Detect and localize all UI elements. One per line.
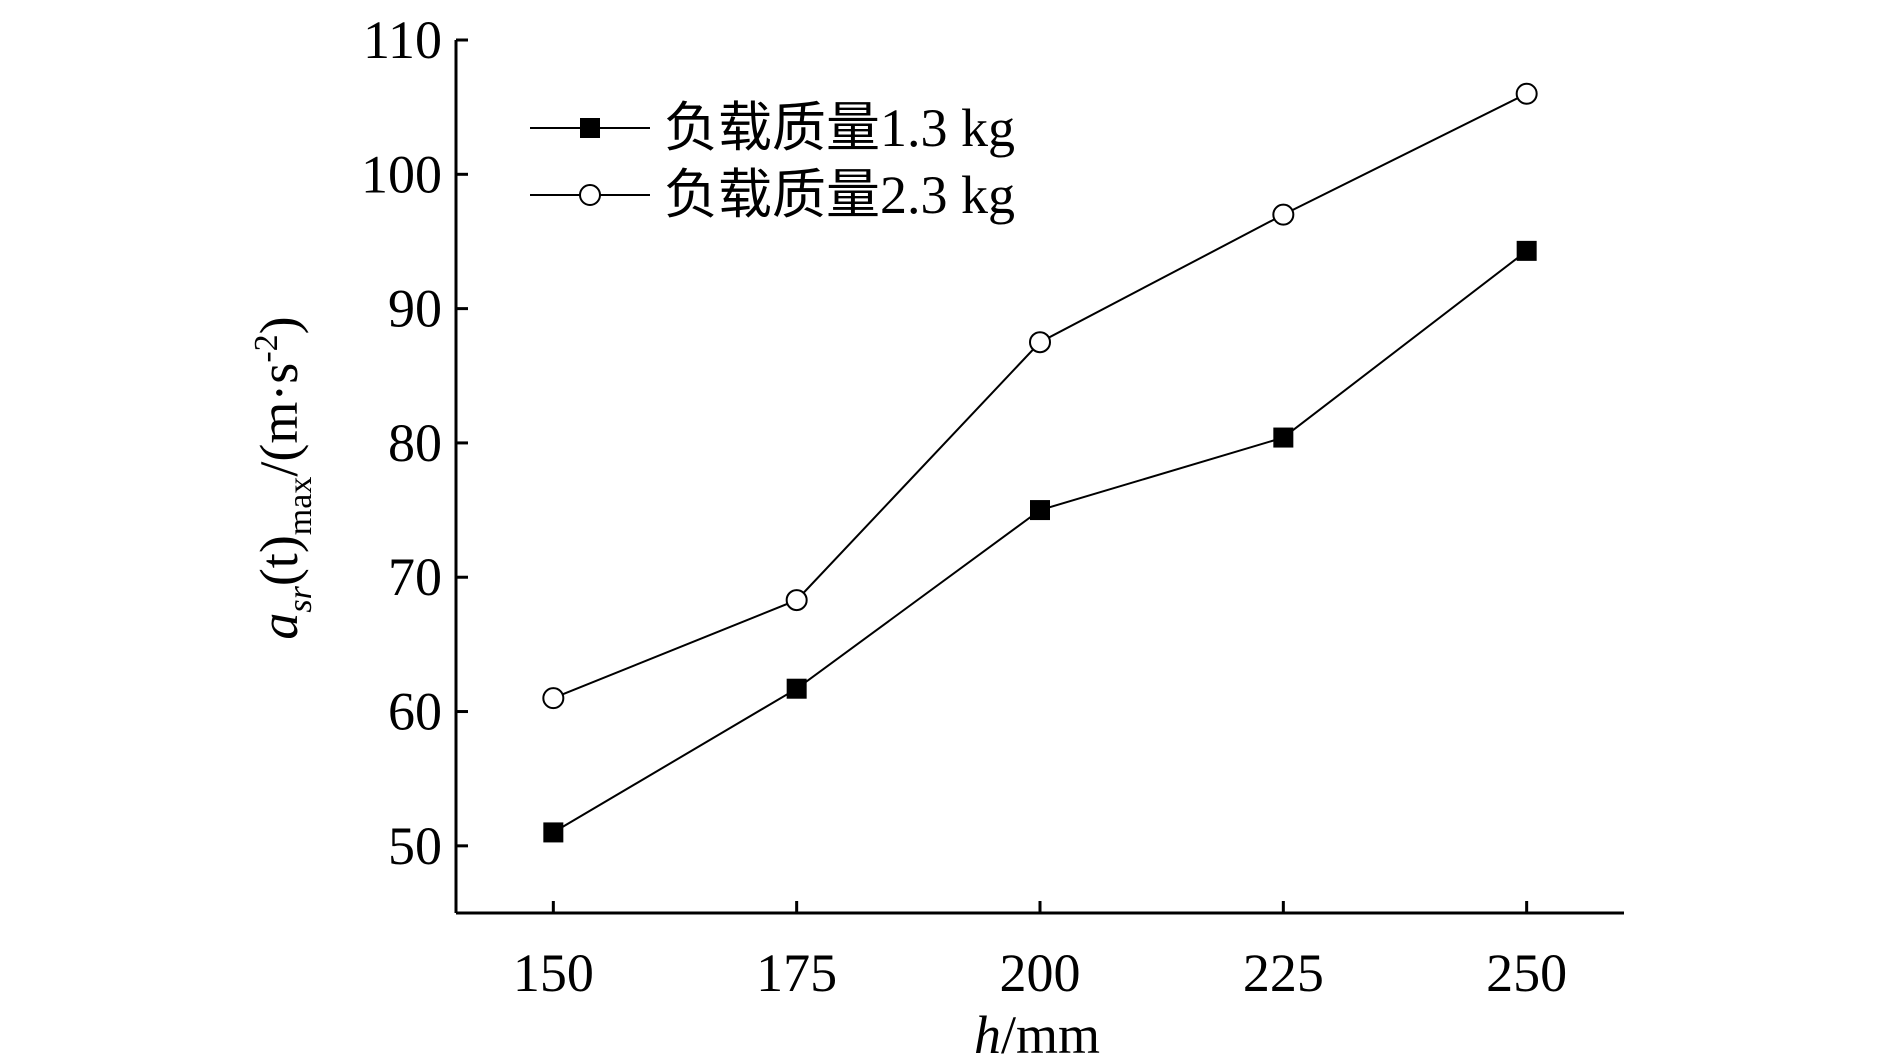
x-tick-label-225: 225 bbox=[1243, 943, 1324, 1003]
data-point-series-1-200 bbox=[1030, 500, 1050, 521]
x-tick-label-200: 200 bbox=[1000, 943, 1081, 1003]
data-point-series-1-175 bbox=[786, 678, 807, 699]
legend-marker-series-1 bbox=[580, 118, 600, 138]
y-axis-label-unit: /(m·s bbox=[249, 363, 309, 477]
x-ticks: 150 175 200 225 250 bbox=[513, 901, 1567, 1003]
data-point-series-2-225 bbox=[1272, 203, 1295, 226]
data-point-series-1-250 bbox=[1516, 240, 1537, 261]
legend: 负载质量1.3 kg 负载质量2.3 kg bbox=[530, 98, 1015, 225]
y-ticks: 50 60 70 80 90 100 110 bbox=[361, 10, 468, 876]
y-tick-label-60: 60 bbox=[388, 682, 442, 742]
y-tick-label-90: 90 bbox=[388, 279, 442, 339]
y-axis-label-t: (t) bbox=[249, 535, 309, 586]
data-point-series-2-200 bbox=[1029, 331, 1051, 354]
y-axis-label-close: ) bbox=[249, 316, 309, 334]
data-point-series-1-225 bbox=[1273, 427, 1294, 448]
y-tick-label-50: 50 bbox=[388, 816, 442, 876]
legend-item-series-2: 负载质量2.3 kg bbox=[530, 165, 1015, 225]
x-axis-label-var: h bbox=[974, 1005, 1001, 1063]
y-axis-label-max: max bbox=[282, 477, 319, 536]
y-axis-label-sub: sr bbox=[282, 585, 319, 612]
data-point-series-2-175 bbox=[785, 589, 808, 612]
legend-marker-series-2 bbox=[579, 184, 601, 206]
axes bbox=[454, 40, 1624, 915]
y-tick-label-80: 80 bbox=[388, 413, 442, 473]
data-point-series-2-250 bbox=[1515, 82, 1538, 105]
x-axis-label: h/mm bbox=[974, 1005, 1100, 1063]
y-axis-label: asr(t)max/(m·s-2) bbox=[248, 316, 319, 639]
y-tick-label-70: 70 bbox=[388, 547, 442, 607]
data-point-series-2-150 bbox=[542, 687, 565, 710]
x-axis-label-unit: /mm bbox=[1001, 1005, 1100, 1063]
x-tick-label-150: 150 bbox=[513, 943, 594, 1003]
y-axis-label-var: a bbox=[249, 613, 309, 640]
y-tick-label-100: 100 bbox=[361, 144, 442, 204]
series-group bbox=[542, 82, 1538, 843]
x-tick-label-250: 250 bbox=[1486, 943, 1567, 1003]
y-axis-label-sup: -2 bbox=[248, 334, 285, 362]
data-point-series-1-150 bbox=[543, 822, 564, 843]
x-tick-label-175: 175 bbox=[756, 943, 837, 1003]
y-tick-label-110: 110 bbox=[363, 10, 442, 70]
legend-label-series-1: 负载质量1.3 kg bbox=[664, 98, 1015, 158]
legend-item-series-1: 负载质量1.3 kg bbox=[530, 98, 1015, 158]
legend-label-series-2: 负载质量2.3 kg bbox=[664, 165, 1015, 225]
